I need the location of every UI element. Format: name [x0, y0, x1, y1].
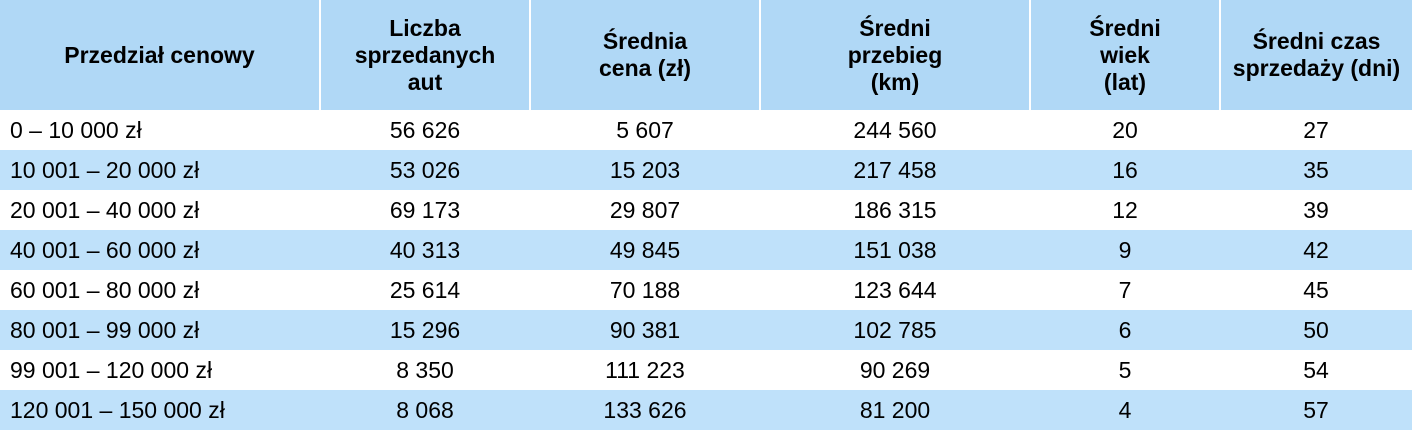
price-range: 20 001 – 40 000 zł: [10, 196, 200, 223]
cell: 57: [1220, 390, 1412, 430]
cell: 20: [1112, 116, 1138, 143]
table-row: 10 001 – 20 000 zł 53 026 15 203 217 458 16 3…: [0, 150, 1412, 190]
header-cell: Średni wiek (lat): [1029, 0, 1220, 110]
cell: 12: [1112, 196, 1138, 223]
cell: 29 807: [609, 196, 681, 223]
price-range: 120 001 – 150 000 zł: [0, 390, 320, 430]
header-cell: Średnia cena (zł): [529, 0, 760, 110]
table-row: 20 001 – 40 000 zł 69 173 29 807 186 315 12 3…: [0, 190, 1412, 230]
price-range: 0 – 10 000 zł: [10, 116, 142, 143]
table-row: 0 – 10 000 zł 56 626 5 607 244 560 20 27: [0, 110, 1412, 150]
cell: 6: [1030, 310, 1220, 350]
cell: 217 458: [760, 150, 1030, 190]
table-row: 40 001 – 60 000 zł 40 313 49 845 151 038 9 42: [0, 230, 1412, 270]
cell: 53 026: [320, 150, 530, 190]
price-range: 40 001 – 60 000 zł: [0, 230, 320, 270]
table-row: 80 001 – 99 000 zł 15 296 90 381 102 785 6 50: [0, 310, 1412, 350]
table-row: 99 001 – 120 000 zł 8 350 111 223 90 269 5 54: [0, 350, 1412, 390]
cell: 16: [1030, 150, 1220, 190]
cell: 90 269: [859, 356, 931, 383]
cell: 111 223: [605, 356, 685, 383]
cell: 123 644: [853, 276, 937, 303]
price-range: 99 001 – 120 000 zł: [10, 356, 213, 383]
cell: 7: [1118, 276, 1132, 303]
cell: 5 607: [616, 116, 674, 143]
cell: 42: [1220, 230, 1412, 270]
header-text: Średni wiek (lat): [1089, 14, 1161, 95]
cell: 15 296: [320, 310, 530, 350]
cell: 54: [1303, 356, 1329, 383]
cell: 90 381: [530, 310, 760, 350]
header-text: Liczba sprzedanych aut: [354, 14, 496, 95]
header-text: Przedział cenowy: [64, 41, 255, 68]
cell: 39: [1303, 196, 1329, 223]
cell: 27: [1303, 116, 1329, 143]
header-cell: Średni przebieg (km): [759, 0, 1030, 110]
header-cell: Przedział cenowy: [0, 0, 320, 110]
header-text: Średni przebieg (km): [847, 14, 943, 95]
cell: 45: [1303, 276, 1329, 303]
cell: 25 614: [389, 276, 461, 303]
table-body: 0 – 10 000 zł 56 626 5 607 244 560 20 27 10 00…: [0, 110, 1412, 430]
cell: 244 560: [853, 116, 937, 143]
header-cell: Średni czas sprzedaży (dni): [1219, 0, 1412, 110]
price-range: 60 001 – 80 000 zł: [10, 276, 200, 303]
cell: 49 845: [530, 230, 760, 270]
cell: 56 626: [389, 116, 461, 143]
table-row: 60 001 – 80 000 zł 25 614 70 188 123 644 7 45: [0, 270, 1412, 310]
price-range: 80 001 – 99 000 zł: [0, 310, 320, 350]
cell: 9: [1030, 230, 1220, 270]
cell: 4: [1030, 390, 1220, 430]
header-cell: Liczba sprzedanych aut: [319, 0, 530, 110]
cell: 133 626: [530, 390, 760, 430]
cell: 50: [1220, 310, 1412, 350]
cell: 186 315: [853, 196, 937, 223]
cell: 69 173: [389, 196, 461, 223]
cell: 102 785: [760, 310, 1030, 350]
header-text: Średni czas sprzedaży (dni): [1232, 28, 1401, 81]
cell: 15 203: [530, 150, 760, 190]
price-range: 10 001 – 20 000 zł: [0, 150, 320, 190]
cell: 35: [1220, 150, 1412, 190]
cell: 70 188: [609, 276, 681, 303]
header-text: Średnia cena (zł): [598, 28, 692, 81]
cell: 151 038: [760, 230, 1030, 270]
cell: 81 200: [760, 390, 1030, 430]
cell: 8 350: [396, 356, 454, 383]
cell: 5: [1118, 356, 1132, 383]
header-row: Przedział cenowy Liczba sprzedanych aut Śr…: [0, 0, 1412, 110]
cell: 8 068: [320, 390, 530, 430]
cell: 40 313: [320, 230, 530, 270]
table-row: 120 001 – 150 000 zł 8 068 133 626 81 200 4 5…: [0, 390, 1412, 430]
